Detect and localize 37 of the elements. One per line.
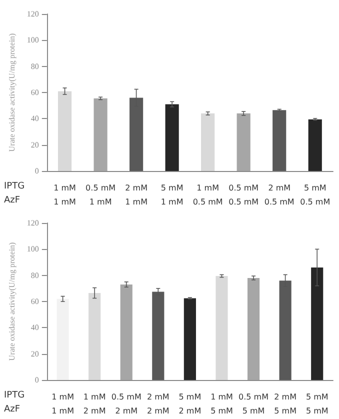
y-tick-label: 120 [26, 10, 39, 18]
y-tick-label: 80 [30, 62, 39, 71]
y-tick-label: 0 [34, 376, 39, 384]
y-tick-label: 100 [26, 36, 39, 45]
y-tick-label: 60 [30, 88, 39, 97]
y-axis-title: Urate oxidase activity(U/mg protein) [8, 32, 16, 152]
x-tick-label: 2 mM 0.5 mM [264, 184, 294, 206]
x-tick-label: 0.5 mM 0.5 mM [228, 184, 259, 206]
y-tick-label: 20 [30, 349, 39, 358]
y-tick-label: 40 [30, 114, 39, 124]
x-tick-label: 0.5 mM 1 mM [86, 184, 116, 206]
x-tick-label: 1 mM 5 mM [210, 392, 233, 416]
text: AzF [4, 404, 20, 414]
x-tick-label: 5 mM 5 mM [306, 392, 328, 416]
x-tick-label: 5 mM 0.5 mM [300, 184, 330, 206]
x-tick-label: 1 mM 0.5 mM [192, 184, 223, 206]
y-tick-label: 20 [30, 140, 39, 150]
y-tick-label: 60 [30, 297, 39, 306]
x-tick-label: 2 mM 1 mM [125, 184, 148, 206]
x-tick-label: 0.5 mM 2 mM [111, 392, 142, 416]
y-tick-label: 120 [26, 218, 39, 228]
x-tick-label: 1 mM 1 mM [54, 184, 76, 206]
y-tick-label: 100 [26, 244, 39, 254]
text: AzF [4, 196, 20, 206]
x-tick-label: 5 mM 1 mM [160, 184, 184, 206]
x-tick-label: 5 mM 2 mM [178, 392, 202, 416]
y-tick-label: 80 [30, 270, 39, 280]
y-tick-label: 0 [34, 166, 39, 176]
x-tick-label: 2 mM 2 mM [146, 392, 170, 416]
y-axis-title: Urate oxidase activity(U/mg protein) [8, 242, 16, 361]
y-tick-label: 40 [30, 323, 39, 332]
x-tick-label: 0.5 mM 5 mM [238, 392, 269, 416]
x-tick-label: 1 mM 2 mM [83, 392, 106, 416]
x-tick-label: 1 mM 1 mM [52, 392, 74, 416]
text: IPTG [4, 182, 25, 192]
text: IPTG [4, 390, 25, 400]
x-tick-label: 2 mM 5 mM [274, 392, 297, 416]
